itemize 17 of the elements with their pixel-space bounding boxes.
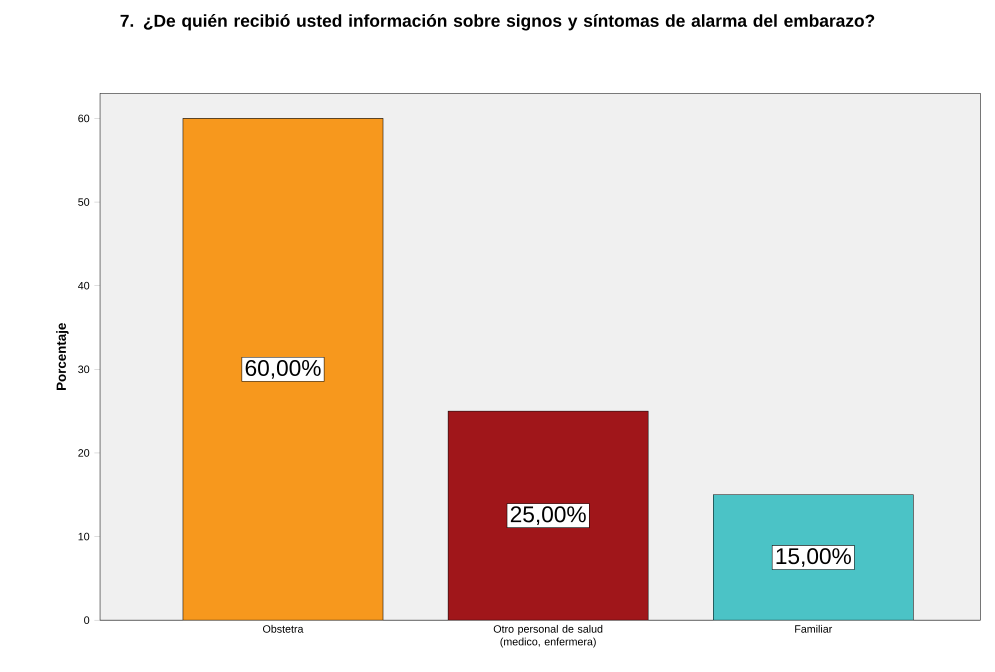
data-label: 15,00%	[776, 548, 851, 567]
bar	[712, 494, 914, 620]
y-tick-label: 20	[78, 449, 90, 457]
y-axis-title: Porcentaje	[56, 323, 69, 390]
y-tick-label: 30	[78, 365, 90, 373]
y-tick-label: 50	[78, 198, 90, 206]
y-tick-label: 40	[78, 282, 90, 290]
x-tick-label: Familiar	[795, 624, 832, 633]
y-tick-label: 60	[78, 114, 90, 122]
bar	[182, 118, 384, 620]
x-tick-label: Otro personal de salud (medico, enfermera)	[494, 624, 602, 648]
y-tick-label: 0	[84, 616, 90, 624]
data-label: 60,00%	[246, 360, 321, 379]
data-label: 25,00%	[510, 506, 586, 525]
x-tick-label: Obstetra	[263, 624, 304, 633]
chart-title: 7. ¿De quién recibió usted información sobre signos y síntomas de alarma del embarazo?	[120, 14, 874, 30]
y-tick-label: 10	[78, 532, 90, 540]
